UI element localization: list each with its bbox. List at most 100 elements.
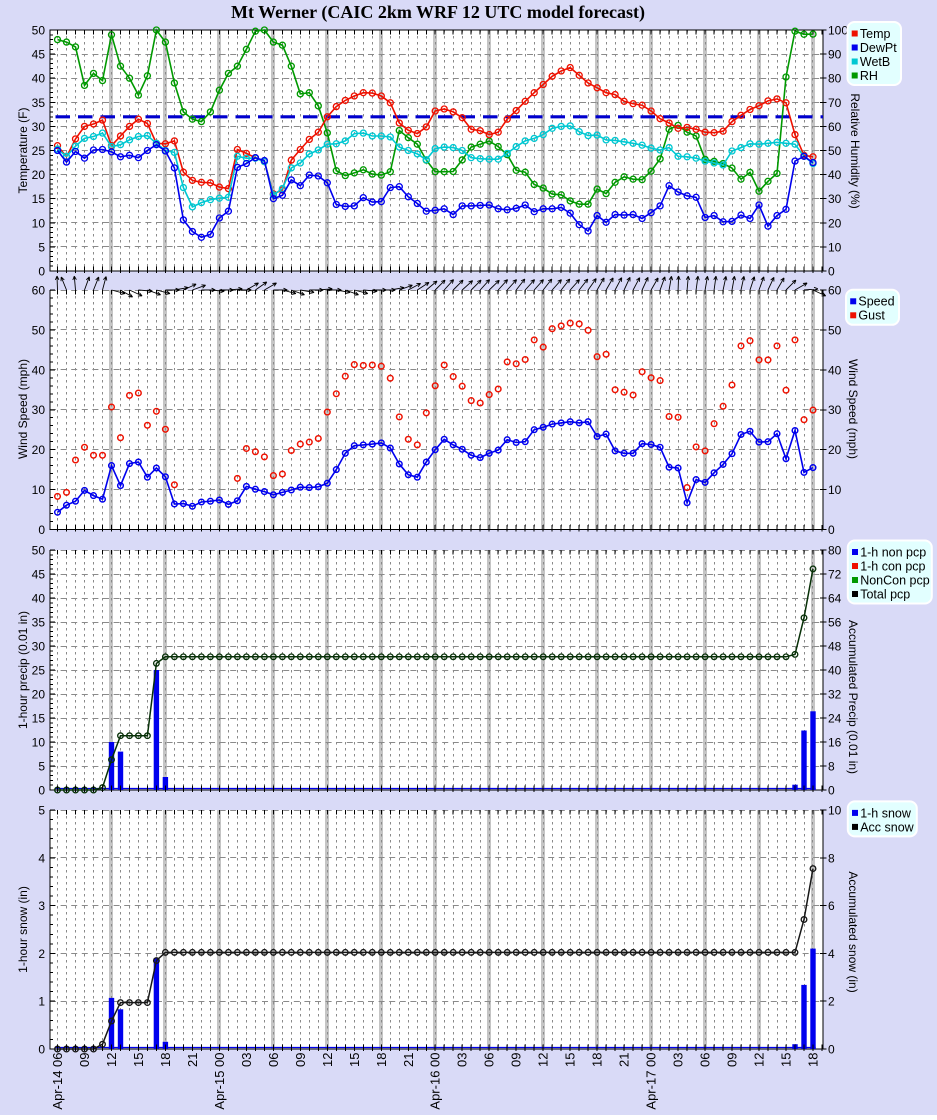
svg-text:Wind Speed (mph): Wind Speed (mph) <box>846 359 860 459</box>
svg-text:0: 0 <box>38 265 45 279</box>
svg-text:40: 40 <box>828 363 842 377</box>
svg-text:35: 35 <box>32 616 46 630</box>
svg-text:100: 100 <box>828 24 848 38</box>
svg-text:03: 03 <box>239 1053 254 1067</box>
svg-text:Mt Werner (CAIC 2km WRF 12 UTC: Mt Werner (CAIC 2km WRF 12 UTC model for… <box>231 2 645 23</box>
svg-text:Gust: Gust <box>858 309 885 323</box>
svg-text:NonCon pcp: NonCon pcp <box>860 573 930 587</box>
svg-text:40: 40 <box>828 664 842 678</box>
svg-text:03: 03 <box>455 1053 470 1067</box>
svg-text:25: 25 <box>32 664 46 678</box>
svg-text:40: 40 <box>32 592 46 606</box>
svg-text:50: 50 <box>32 323 46 337</box>
svg-text:60: 60 <box>32 284 46 298</box>
svg-text:20: 20 <box>828 443 842 457</box>
svg-text:10: 10 <box>828 483 842 497</box>
svg-text:60: 60 <box>828 120 842 134</box>
svg-text:Apr-14 06: Apr-14 06 <box>50 1053 65 1110</box>
svg-text:70: 70 <box>828 96 842 110</box>
svg-text:1: 1 <box>38 995 45 1009</box>
svg-text:DewPt: DewPt <box>860 41 897 55</box>
svg-text:45: 45 <box>32 48 46 62</box>
svg-text:2: 2 <box>828 995 835 1009</box>
svg-text:15: 15 <box>32 712 46 726</box>
svg-text:40: 40 <box>32 363 46 377</box>
svg-text:Apr-16 00: Apr-16 00 <box>428 1053 443 1110</box>
svg-text:20: 20 <box>32 688 46 702</box>
svg-text:5: 5 <box>38 240 45 254</box>
svg-text:0: 0 <box>38 784 45 798</box>
svg-text:30: 30 <box>32 403 46 417</box>
svg-text:90: 90 <box>828 48 842 62</box>
svg-text:24: 24 <box>828 712 842 726</box>
svg-text:40: 40 <box>828 168 842 182</box>
svg-text:5: 5 <box>38 760 45 774</box>
svg-text:1-hour precip (0.01 in): 1-hour precip (0.01 in) <box>16 611 30 729</box>
svg-text:30: 30 <box>32 640 46 654</box>
svg-text:30: 30 <box>828 403 842 417</box>
svg-text:09: 09 <box>509 1053 524 1067</box>
svg-text:64: 64 <box>828 592 842 606</box>
svg-text:0: 0 <box>828 1043 835 1057</box>
svg-text:5: 5 <box>38 804 45 818</box>
svg-text:20: 20 <box>32 168 46 182</box>
svg-text:10: 10 <box>828 240 842 254</box>
svg-text:12: 12 <box>320 1053 335 1067</box>
svg-text:WetB: WetB <box>860 55 890 69</box>
svg-text:18: 18 <box>374 1053 389 1067</box>
svg-text:18: 18 <box>158 1053 173 1067</box>
svg-text:80: 80 <box>828 72 842 86</box>
svg-text:10: 10 <box>32 483 46 497</box>
svg-text:15: 15 <box>779 1053 794 1067</box>
svg-text:25: 25 <box>32 144 46 158</box>
svg-text:0: 0 <box>828 265 835 279</box>
svg-text:45: 45 <box>32 568 46 582</box>
svg-text:03: 03 <box>671 1053 686 1067</box>
svg-text:6: 6 <box>828 899 835 913</box>
svg-text:10: 10 <box>32 216 46 230</box>
svg-text:Apr-17 00: Apr-17 00 <box>644 1053 659 1110</box>
svg-text:18: 18 <box>590 1053 605 1067</box>
svg-text:Temperature (F): Temperature (F) <box>16 107 30 193</box>
svg-text:0: 0 <box>828 784 835 798</box>
svg-text:0: 0 <box>38 1043 45 1057</box>
svg-text:Wind Speed (mph): Wind Speed (mph) <box>16 359 30 459</box>
svg-text:Accumulated Precip (0.01 in): Accumulated Precip (0.01 in) <box>846 620 860 774</box>
svg-text:72: 72 <box>828 568 842 582</box>
svg-text:35: 35 <box>32 96 46 110</box>
svg-text:50: 50 <box>32 544 46 558</box>
svg-text:15: 15 <box>131 1053 146 1067</box>
svg-text:50: 50 <box>828 144 842 158</box>
svg-text:50: 50 <box>32 24 46 38</box>
svg-text:21: 21 <box>401 1053 416 1067</box>
svg-text:06: 06 <box>698 1053 713 1067</box>
svg-text:48: 48 <box>828 640 842 654</box>
svg-text:20: 20 <box>828 216 842 230</box>
svg-text:50: 50 <box>828 323 842 337</box>
svg-text:10: 10 <box>32 736 46 750</box>
svg-text:10: 10 <box>828 804 842 818</box>
svg-text:09: 09 <box>77 1053 92 1067</box>
svg-text:8: 8 <box>828 851 835 865</box>
svg-text:Apr-15 00: Apr-15 00 <box>212 1053 227 1110</box>
svg-text:Accumulated snow (in): Accumulated snow (in) <box>846 871 860 992</box>
svg-text:1-h con pcp: 1-h con pcp <box>860 559 925 573</box>
svg-text:30: 30 <box>32 120 46 134</box>
svg-text:60: 60 <box>828 284 842 298</box>
svg-text:56: 56 <box>828 616 842 630</box>
svg-text:Total pcp: Total pcp <box>860 587 910 601</box>
svg-text:06: 06 <box>266 1053 281 1067</box>
svg-text:20: 20 <box>32 443 46 457</box>
svg-text:2: 2 <box>38 947 45 961</box>
svg-text:8: 8 <box>828 760 835 774</box>
svg-text:0: 0 <box>828 523 835 537</box>
svg-text:80: 80 <box>828 544 842 558</box>
svg-text:30: 30 <box>828 192 842 206</box>
svg-text:1-h non pcp: 1-h non pcp <box>860 545 926 559</box>
svg-text:15: 15 <box>563 1053 578 1067</box>
svg-text:1-h snow: 1-h snow <box>860 806 912 820</box>
svg-text:15: 15 <box>32 192 46 206</box>
svg-text:RH: RH <box>860 69 878 83</box>
svg-text:09: 09 <box>725 1053 740 1067</box>
svg-text:12: 12 <box>752 1053 767 1067</box>
